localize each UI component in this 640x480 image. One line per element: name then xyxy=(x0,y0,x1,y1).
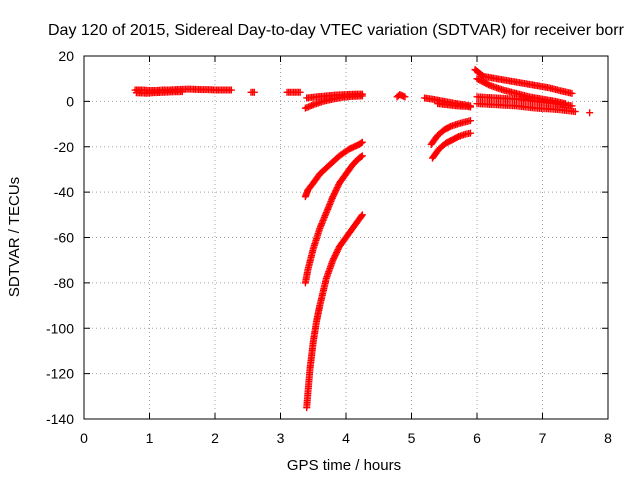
y-tick-label: -140 xyxy=(46,411,74,427)
x-tick-label: 3 xyxy=(277,430,285,446)
series-J1 xyxy=(301,138,366,201)
series-G1 xyxy=(427,117,474,148)
x-tick-label: 6 xyxy=(473,430,481,446)
data-point xyxy=(250,88,258,96)
series-I xyxy=(586,109,594,117)
data-point xyxy=(586,109,594,117)
data-point xyxy=(571,108,579,116)
x-tick-label: 2 xyxy=(211,430,219,446)
data-point xyxy=(358,152,366,160)
y-tick-label: -60 xyxy=(54,230,74,246)
data-point xyxy=(358,92,366,100)
x-tick-label: 5 xyxy=(408,430,416,446)
series-J2 xyxy=(301,152,366,287)
x-tick-label: 1 xyxy=(146,430,154,446)
grid-lines xyxy=(84,56,608,419)
y-axis-label: SDTVAR / TECUs xyxy=(6,177,23,297)
series-J3 xyxy=(303,211,366,412)
series-E xyxy=(393,91,409,101)
axis-ticks xyxy=(83,55,609,420)
data-point xyxy=(358,212,366,220)
series-B xyxy=(247,88,258,96)
x-tick-label: 4 xyxy=(342,430,350,446)
series-F2 xyxy=(434,100,474,111)
y-tick-label: -40 xyxy=(54,184,74,200)
series-H3 xyxy=(473,93,576,110)
tick-labels: 0 1 2 3 4 5 6 7 8 20 0 -20 -40 -60 -80 -100 -120 -140 xyxy=(46,48,612,446)
y-tick-label: 20 xyxy=(58,48,74,64)
data-point xyxy=(466,129,474,137)
data-points xyxy=(131,66,594,412)
y-tick-label: -120 xyxy=(46,366,74,382)
data-point xyxy=(358,211,366,219)
data-point xyxy=(485,81,493,89)
series-A2 xyxy=(132,88,186,97)
y-tick-label: -20 xyxy=(54,139,74,155)
x-tick-label: 8 xyxy=(604,430,612,446)
y-tick-label: -100 xyxy=(46,320,74,336)
data-point xyxy=(178,88,186,96)
series-D2 xyxy=(301,92,366,112)
series-G2 xyxy=(428,129,474,162)
x-tick-label: 7 xyxy=(539,430,547,446)
series-H1 xyxy=(471,66,576,97)
series-H4 xyxy=(473,100,579,116)
data-point xyxy=(357,139,365,147)
data-point xyxy=(358,138,366,146)
x-tick-label: 0 xyxy=(80,430,88,446)
data-point xyxy=(466,117,474,125)
data-point xyxy=(466,103,474,111)
data-point xyxy=(401,93,409,101)
y-tick-label: -80 xyxy=(54,275,74,291)
y-tick-label: 0 xyxy=(66,93,74,109)
data-point xyxy=(296,88,304,96)
chart-title: Day 120 of 2015, Sidereal Day-to-day VTE… xyxy=(48,22,625,39)
series-C xyxy=(283,88,304,96)
data-point xyxy=(227,86,235,94)
data-point xyxy=(568,89,576,97)
x-axis-label: GPS time / hours xyxy=(287,457,401,474)
data-point xyxy=(357,153,365,161)
